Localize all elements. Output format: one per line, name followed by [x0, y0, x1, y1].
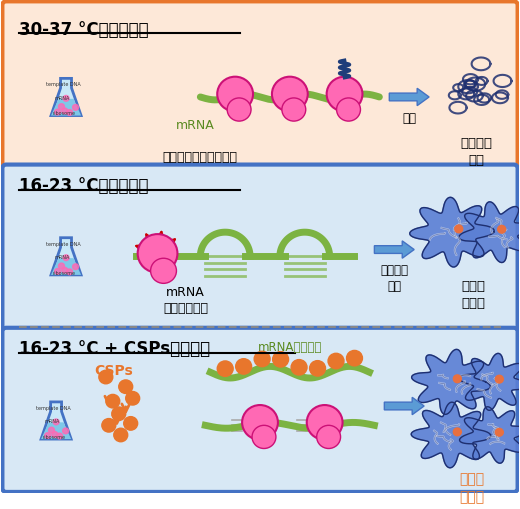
Text: template DNA: template DNA — [46, 241, 81, 246]
Circle shape — [48, 428, 55, 433]
Circle shape — [62, 428, 69, 434]
Circle shape — [151, 259, 176, 284]
Circle shape — [102, 419, 116, 432]
Circle shape — [272, 352, 289, 367]
Circle shape — [346, 351, 362, 366]
Text: 無細胞タンパク質合成: 無細胞タンパク質合成 — [163, 151, 238, 164]
Circle shape — [252, 426, 276, 448]
Polygon shape — [41, 422, 71, 439]
Polygon shape — [51, 100, 81, 117]
Text: template DNA: template DNA — [36, 405, 71, 410]
Circle shape — [317, 426, 341, 448]
Circle shape — [112, 407, 126, 420]
Circle shape — [498, 226, 505, 234]
Polygon shape — [410, 198, 494, 267]
Polygon shape — [459, 354, 520, 411]
Circle shape — [236, 359, 252, 375]
FancyArrow shape — [384, 398, 424, 415]
Circle shape — [63, 256, 69, 261]
FancyArrow shape — [389, 89, 429, 106]
Text: 16-23 °C（従来法）: 16-23 °C（従来法） — [19, 177, 149, 195]
Circle shape — [242, 405, 278, 440]
FancyBboxPatch shape — [3, 3, 517, 168]
Circle shape — [57, 433, 62, 439]
Text: mRNA: mRNA — [54, 254, 70, 260]
Circle shape — [62, 268, 68, 274]
Circle shape — [114, 429, 128, 442]
Circle shape — [307, 405, 343, 440]
Circle shape — [52, 432, 58, 438]
Polygon shape — [411, 402, 491, 468]
Circle shape — [124, 417, 138, 430]
Text: ribosome: ribosome — [42, 434, 65, 439]
Circle shape — [227, 99, 251, 122]
Circle shape — [67, 269, 73, 275]
Circle shape — [328, 354, 344, 369]
Text: mRNA: mRNA — [54, 96, 70, 101]
Circle shape — [291, 360, 307, 375]
Circle shape — [58, 264, 64, 269]
Polygon shape — [412, 350, 490, 414]
FancyArrow shape — [374, 241, 414, 259]
Circle shape — [55, 269, 61, 275]
Circle shape — [67, 110, 73, 116]
Circle shape — [73, 264, 79, 270]
Text: 活性型
高発現: 活性型 高発現 — [459, 471, 485, 503]
Text: mRNA
二次構造形成: mRNA 二次構造形成 — [163, 286, 208, 315]
Circle shape — [106, 394, 120, 408]
FancyBboxPatch shape — [3, 328, 517, 492]
Polygon shape — [460, 407, 520, 463]
Circle shape — [217, 361, 233, 377]
Circle shape — [53, 419, 59, 425]
Polygon shape — [41, 402, 71, 439]
Circle shape — [138, 235, 177, 273]
Text: 翻訳効率
低下: 翻訳効率 低下 — [380, 264, 408, 293]
Polygon shape — [459, 203, 520, 263]
Circle shape — [455, 225, 463, 233]
Circle shape — [73, 105, 79, 111]
Text: mRNA: mRNA — [44, 418, 59, 423]
Text: 30-37 °C（従来法）: 30-37 °C（従来法） — [19, 21, 149, 39]
Text: ribosome: ribosome — [52, 270, 75, 275]
Text: 非活性型
嶇集: 非活性型 嶇集 — [461, 136, 493, 166]
Circle shape — [327, 77, 362, 112]
Circle shape — [126, 392, 140, 405]
Circle shape — [453, 375, 461, 383]
Circle shape — [217, 77, 253, 112]
Circle shape — [309, 361, 326, 376]
Circle shape — [45, 433, 50, 439]
Circle shape — [272, 77, 308, 112]
Circle shape — [55, 110, 61, 116]
Circle shape — [282, 99, 306, 122]
Circle shape — [62, 109, 68, 115]
Circle shape — [99, 371, 113, 384]
Polygon shape — [51, 79, 81, 117]
Text: CSPs: CSPs — [94, 363, 133, 377]
Text: 翻訳: 翻訳 — [402, 112, 416, 125]
Text: ribosome: ribosome — [52, 111, 75, 116]
Circle shape — [496, 429, 503, 436]
FancyBboxPatch shape — [3, 165, 517, 333]
Circle shape — [58, 104, 64, 110]
Circle shape — [254, 352, 270, 367]
Text: mRNA構造解除: mRNA構造解除 — [257, 340, 322, 353]
Polygon shape — [51, 259, 81, 275]
Text: mRNA: mRNA — [175, 119, 214, 132]
Circle shape — [496, 376, 503, 383]
Text: 16-23 °C + CSPs（本法）: 16-23 °C + CSPs（本法） — [19, 340, 211, 358]
Text: template DNA: template DNA — [46, 82, 81, 87]
Text: 活性型
低発現: 活性型 低発現 — [462, 279, 486, 309]
Circle shape — [453, 428, 461, 436]
Polygon shape — [51, 238, 81, 275]
Circle shape — [336, 99, 360, 122]
Circle shape — [63, 96, 69, 102]
Circle shape — [119, 380, 133, 393]
